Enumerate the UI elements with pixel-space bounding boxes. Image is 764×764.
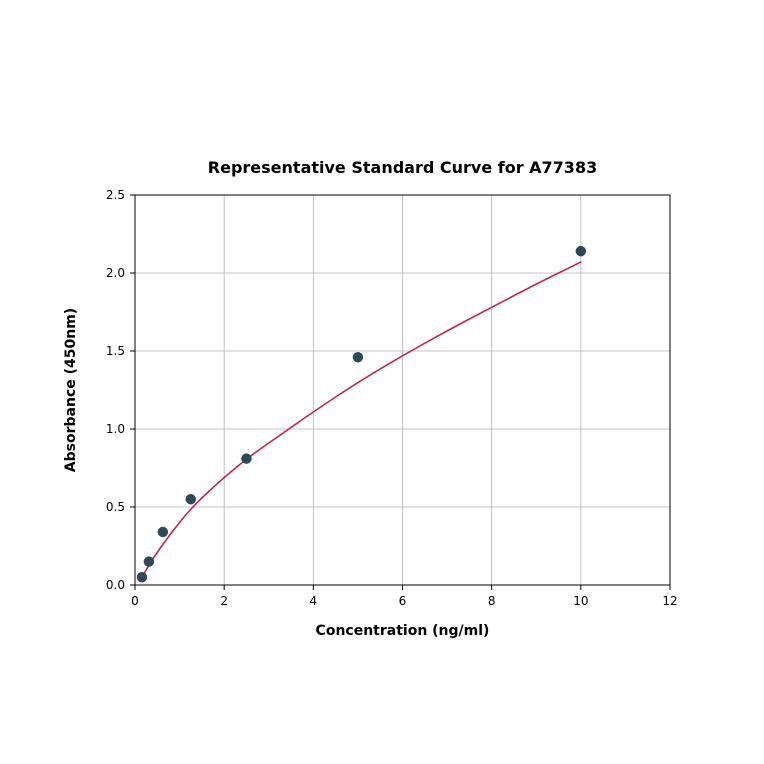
data-point xyxy=(158,527,168,537)
x-tick-label: 10 xyxy=(573,594,588,608)
chart-container: 0 2 4 6 8 10 12 0.0 0.5 1.0 1.5 2.0 2.5 Representativ… xyxy=(0,0,764,764)
y-tick-label: 0.0 xyxy=(106,578,125,592)
data-point xyxy=(186,494,196,504)
x-tick-label: 0 xyxy=(131,594,139,608)
x-tick-label: 8 xyxy=(488,594,496,608)
x-tick-label: 2 xyxy=(220,594,228,608)
x-axis-label: Concentration (ng/ml) xyxy=(316,623,490,639)
x-tick-label: 4 xyxy=(310,594,318,608)
x-tick-label: 6 xyxy=(399,594,407,608)
data-point xyxy=(576,246,586,256)
chart-title: Representative Standard Curve for A77383 xyxy=(208,158,597,177)
data-point xyxy=(137,572,147,582)
y-tick-label: 2.0 xyxy=(106,266,125,280)
y-tick-label: 1.5 xyxy=(106,344,125,358)
y-tick-label: 1.0 xyxy=(106,422,125,436)
standard-curve-chart: 0 2 4 6 8 10 12 0.0 0.5 1.0 1.5 2.0 2.5 Representativ… xyxy=(0,0,764,764)
data-point xyxy=(241,454,251,464)
y-tick-label: 2.5 xyxy=(106,188,125,202)
y-tick-label: 0.5 xyxy=(106,500,125,514)
data-point xyxy=(353,352,363,362)
y-axis-label: Absorbance (450nm) xyxy=(63,308,79,472)
data-point xyxy=(144,557,154,567)
x-tick-label: 12 xyxy=(662,594,677,608)
